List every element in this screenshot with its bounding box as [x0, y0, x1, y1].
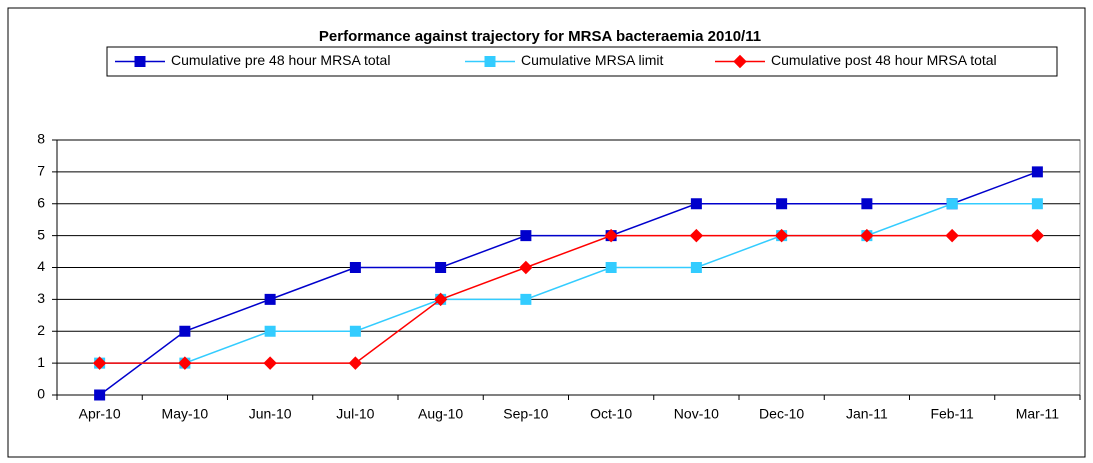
data-point	[1031, 166, 1043, 178]
data-point	[604, 228, 618, 243]
y-tick-label: 2	[37, 322, 45, 338]
legend-label: Cumulative pre 48 hour MRSA total	[171, 52, 390, 68]
data-point	[520, 293, 532, 305]
data-point	[1030, 228, 1045, 243]
x-tick-label: Jul-10	[336, 406, 374, 422]
x-tick-label: Sep-10	[503, 406, 548, 422]
data-point	[433, 292, 448, 307]
data-point	[689, 228, 704, 243]
legend-label: Cumulative post 48 hour MRSA total	[771, 52, 997, 68]
data-point	[690, 262, 702, 273]
series-line	[99, 171, 1038, 396]
data-point	[774, 228, 789, 243]
data-point	[263, 356, 277, 370]
data-point	[179, 325, 191, 337]
x-tick-label: Nov-10	[674, 406, 719, 422]
y-tick-label: 4	[37, 258, 45, 274]
y-tick-label: 1	[37, 354, 45, 370]
data-point	[94, 389, 106, 401]
chart-title: Performance against trajectory for MRSA …	[319, 28, 761, 45]
data-point	[520, 230, 532, 242]
data-point	[435, 262, 447, 273]
data-point	[605, 262, 617, 273]
legend-box	[106, 46, 1058, 77]
x-tick-label: Feb-11	[930, 406, 974, 422]
x-tick-label: Apr-10	[79, 406, 121, 422]
data-point	[861, 198, 873, 210]
y-tick-label: 0	[37, 386, 45, 402]
legend-marker	[733, 54, 747, 69]
x-tick-label: Dec-10	[759, 406, 804, 422]
x-tick-label: Mar-11	[1016, 406, 1060, 422]
data-point	[1031, 198, 1043, 210]
series-line	[99, 234, 1038, 364]
data-point	[860, 228, 874, 243]
legend-marker	[134, 56, 146, 67]
data-point	[945, 228, 959, 243]
data-point	[349, 325, 361, 337]
legend-marker	[484, 56, 496, 67]
y-tick-label: 3	[37, 290, 45, 306]
x-tick-label: Oct-10	[590, 406, 632, 422]
data-point	[946, 198, 958, 210]
data-point	[178, 356, 192, 370]
legend-label: Cumulative MRSA limit	[521, 52, 663, 68]
data-point	[349, 262, 361, 273]
data-point	[92, 356, 107, 370]
data-point	[264, 325, 276, 337]
y-tick-label: 6	[37, 194, 45, 210]
series-line	[99, 203, 1038, 364]
data-point	[264, 293, 276, 305]
data-point	[348, 356, 363, 370]
data-point	[690, 198, 702, 210]
x-tick-label: Jan-11	[846, 406, 888, 422]
data-point	[776, 198, 788, 210]
y-tick-label: 7	[37, 163, 45, 179]
x-tick-label: Jun-10	[249, 406, 292, 422]
x-tick-label: Aug-10	[418, 406, 463, 422]
y-tick-label: 8	[37, 131, 45, 147]
y-tick-label: 5	[37, 226, 45, 242]
x-tick-label: May-10	[162, 406, 209, 422]
data-point	[519, 260, 533, 275]
